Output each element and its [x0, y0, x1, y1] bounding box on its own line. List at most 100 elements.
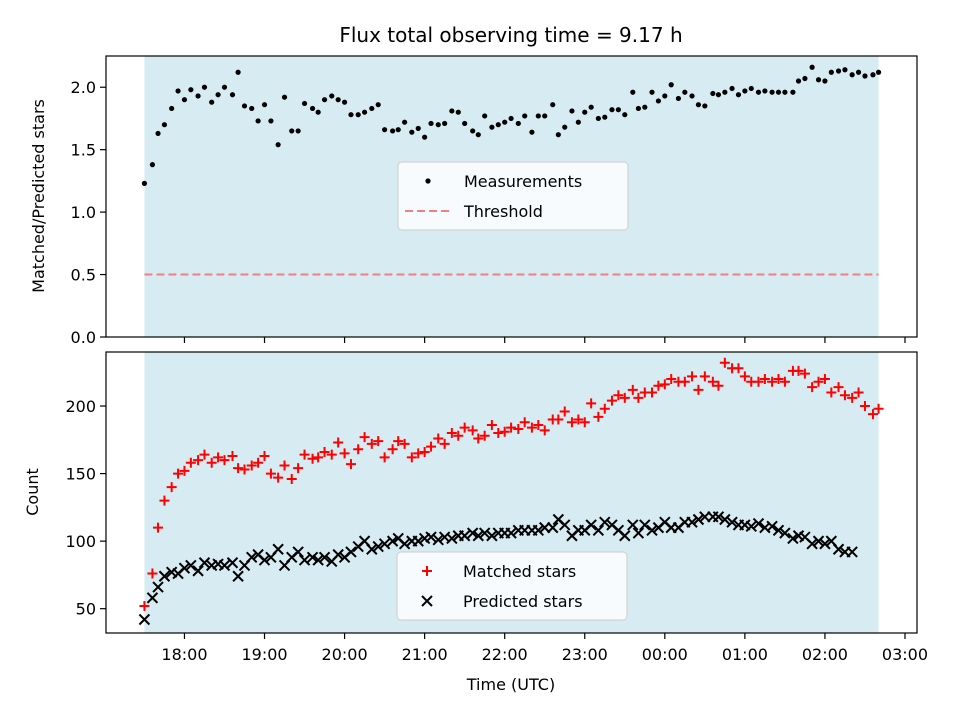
matched-star-point — [773, 374, 784, 385]
measurement-point — [762, 88, 768, 94]
legend-frame — [396, 551, 628, 621]
predicted-star-point — [466, 527, 479, 539]
matched-star-point — [345, 459, 356, 470]
predicted-star-point — [819, 538, 831, 550]
measurement-point — [235, 69, 241, 75]
matched-star-point — [326, 449, 337, 460]
predicted-star-point — [232, 570, 244, 582]
measurement-point — [462, 120, 468, 127]
matched-star-point — [446, 428, 457, 439]
matched-star-point — [313, 452, 324, 463]
predicted-star-point — [712, 511, 725, 523]
measurement-point — [809, 64, 815, 70]
matched-star-point — [566, 417, 577, 428]
measurement-point — [229, 92, 236, 98]
measurement-point — [802, 75, 808, 82]
measurement-point — [710, 90, 716, 97]
matched-star-point — [173, 468, 184, 479]
measurement-point — [215, 92, 221, 98]
matched-star-point — [253, 457, 264, 468]
y-tick-label: 200 — [65, 397, 96, 416]
matched-star-point — [579, 417, 590, 428]
matched-star-point — [613, 390, 624, 401]
measurement-point — [209, 99, 215, 105]
measurement-point — [470, 128, 476, 134]
measurement-point — [495, 122, 501, 128]
predicted-star-point — [372, 540, 384, 553]
measurement-point — [689, 93, 695, 99]
measurement-point — [630, 89, 636, 95]
measurement-point — [482, 113, 488, 119]
matched-star-point — [239, 464, 250, 475]
measurement-point — [390, 128, 396, 134]
legend-frame — [397, 161, 629, 231]
measurement-point — [875, 69, 882, 75]
matched-star-point — [526, 422, 537, 433]
matched-star-point — [286, 473, 297, 484]
predicted-star-point — [726, 516, 738, 528]
y-tick-label: 0.0 — [71, 328, 96, 347]
predicted-star-point — [185, 559, 197, 572]
matched-star-point — [319, 446, 330, 457]
matched-star-point — [339, 448, 350, 459]
y-tick-label: 1.0 — [71, 203, 96, 222]
predicted-star-point — [719, 513, 731, 526]
predicted-star-point — [486, 530, 498, 542]
x-tick-label: 01:00 — [722, 645, 768, 664]
measurement-point — [155, 130, 161, 137]
matched-star-point — [733, 363, 744, 374]
predicted-star-point — [272, 543, 284, 555]
measurement-point — [609, 107, 615, 113]
measurement-point — [161, 122, 168, 128]
predicted-star-point — [446, 532, 458, 545]
predicted-star-point — [366, 543, 378, 555]
matched-star-point — [799, 368, 810, 379]
y-tick-label: 100 — [65, 532, 96, 551]
measurement-point — [569, 108, 575, 114]
predicted-star-point — [292, 546, 304, 558]
measurement-point — [181, 97, 188, 103]
predicted-star-point — [779, 527, 791, 539]
predicted-star-point — [258, 554, 271, 566]
matched-star-point — [467, 425, 478, 436]
matched-star-point — [619, 392, 630, 403]
measurement-point — [602, 114, 608, 120]
measurement-point — [255, 118, 261, 124]
measurement-point — [702, 103, 708, 109]
matched-star-point — [393, 436, 404, 447]
legend-marker-predicted — [421, 595, 433, 607]
measurement-point — [615, 107, 621, 113]
measurement-point — [529, 129, 535, 135]
matched-star-point — [807, 382, 818, 393]
measurement-point — [735, 92, 742, 98]
matched-star-point — [213, 452, 224, 463]
matched-star-point — [813, 376, 824, 387]
predicted-star-point — [585, 519, 597, 531]
measurement-point — [309, 105, 316, 112]
matched-star-point — [753, 376, 764, 387]
predicted-star-point — [806, 538, 818, 550]
measurement-point — [141, 180, 148, 186]
x-tick-label: 23:00 — [562, 645, 608, 664]
predicted-star-point — [472, 530, 484, 542]
measurement-point — [301, 100, 308, 107]
matched-star-point — [219, 455, 230, 466]
matched-star-point — [353, 444, 364, 455]
matched-star-point — [593, 411, 604, 422]
matched-star-point — [227, 451, 238, 462]
measurement-point — [355, 112, 361, 118]
measurement-point — [281, 94, 288, 100]
measurement-point — [329, 93, 335, 99]
matched-star-point — [366, 438, 377, 449]
measurement-point — [842, 67, 848, 73]
matched-star-point — [707, 376, 718, 387]
matched-star-point — [759, 374, 770, 385]
y-tick-label: 50 — [76, 600, 96, 619]
measurement-point — [715, 92, 722, 98]
measurement-point — [321, 97, 328, 103]
matched-star-point — [307, 453, 318, 464]
measurement-point — [782, 89, 788, 95]
matched-star-point — [633, 392, 644, 403]
predicted-star-point — [246, 551, 258, 564]
measurement-point — [295, 128, 301, 134]
